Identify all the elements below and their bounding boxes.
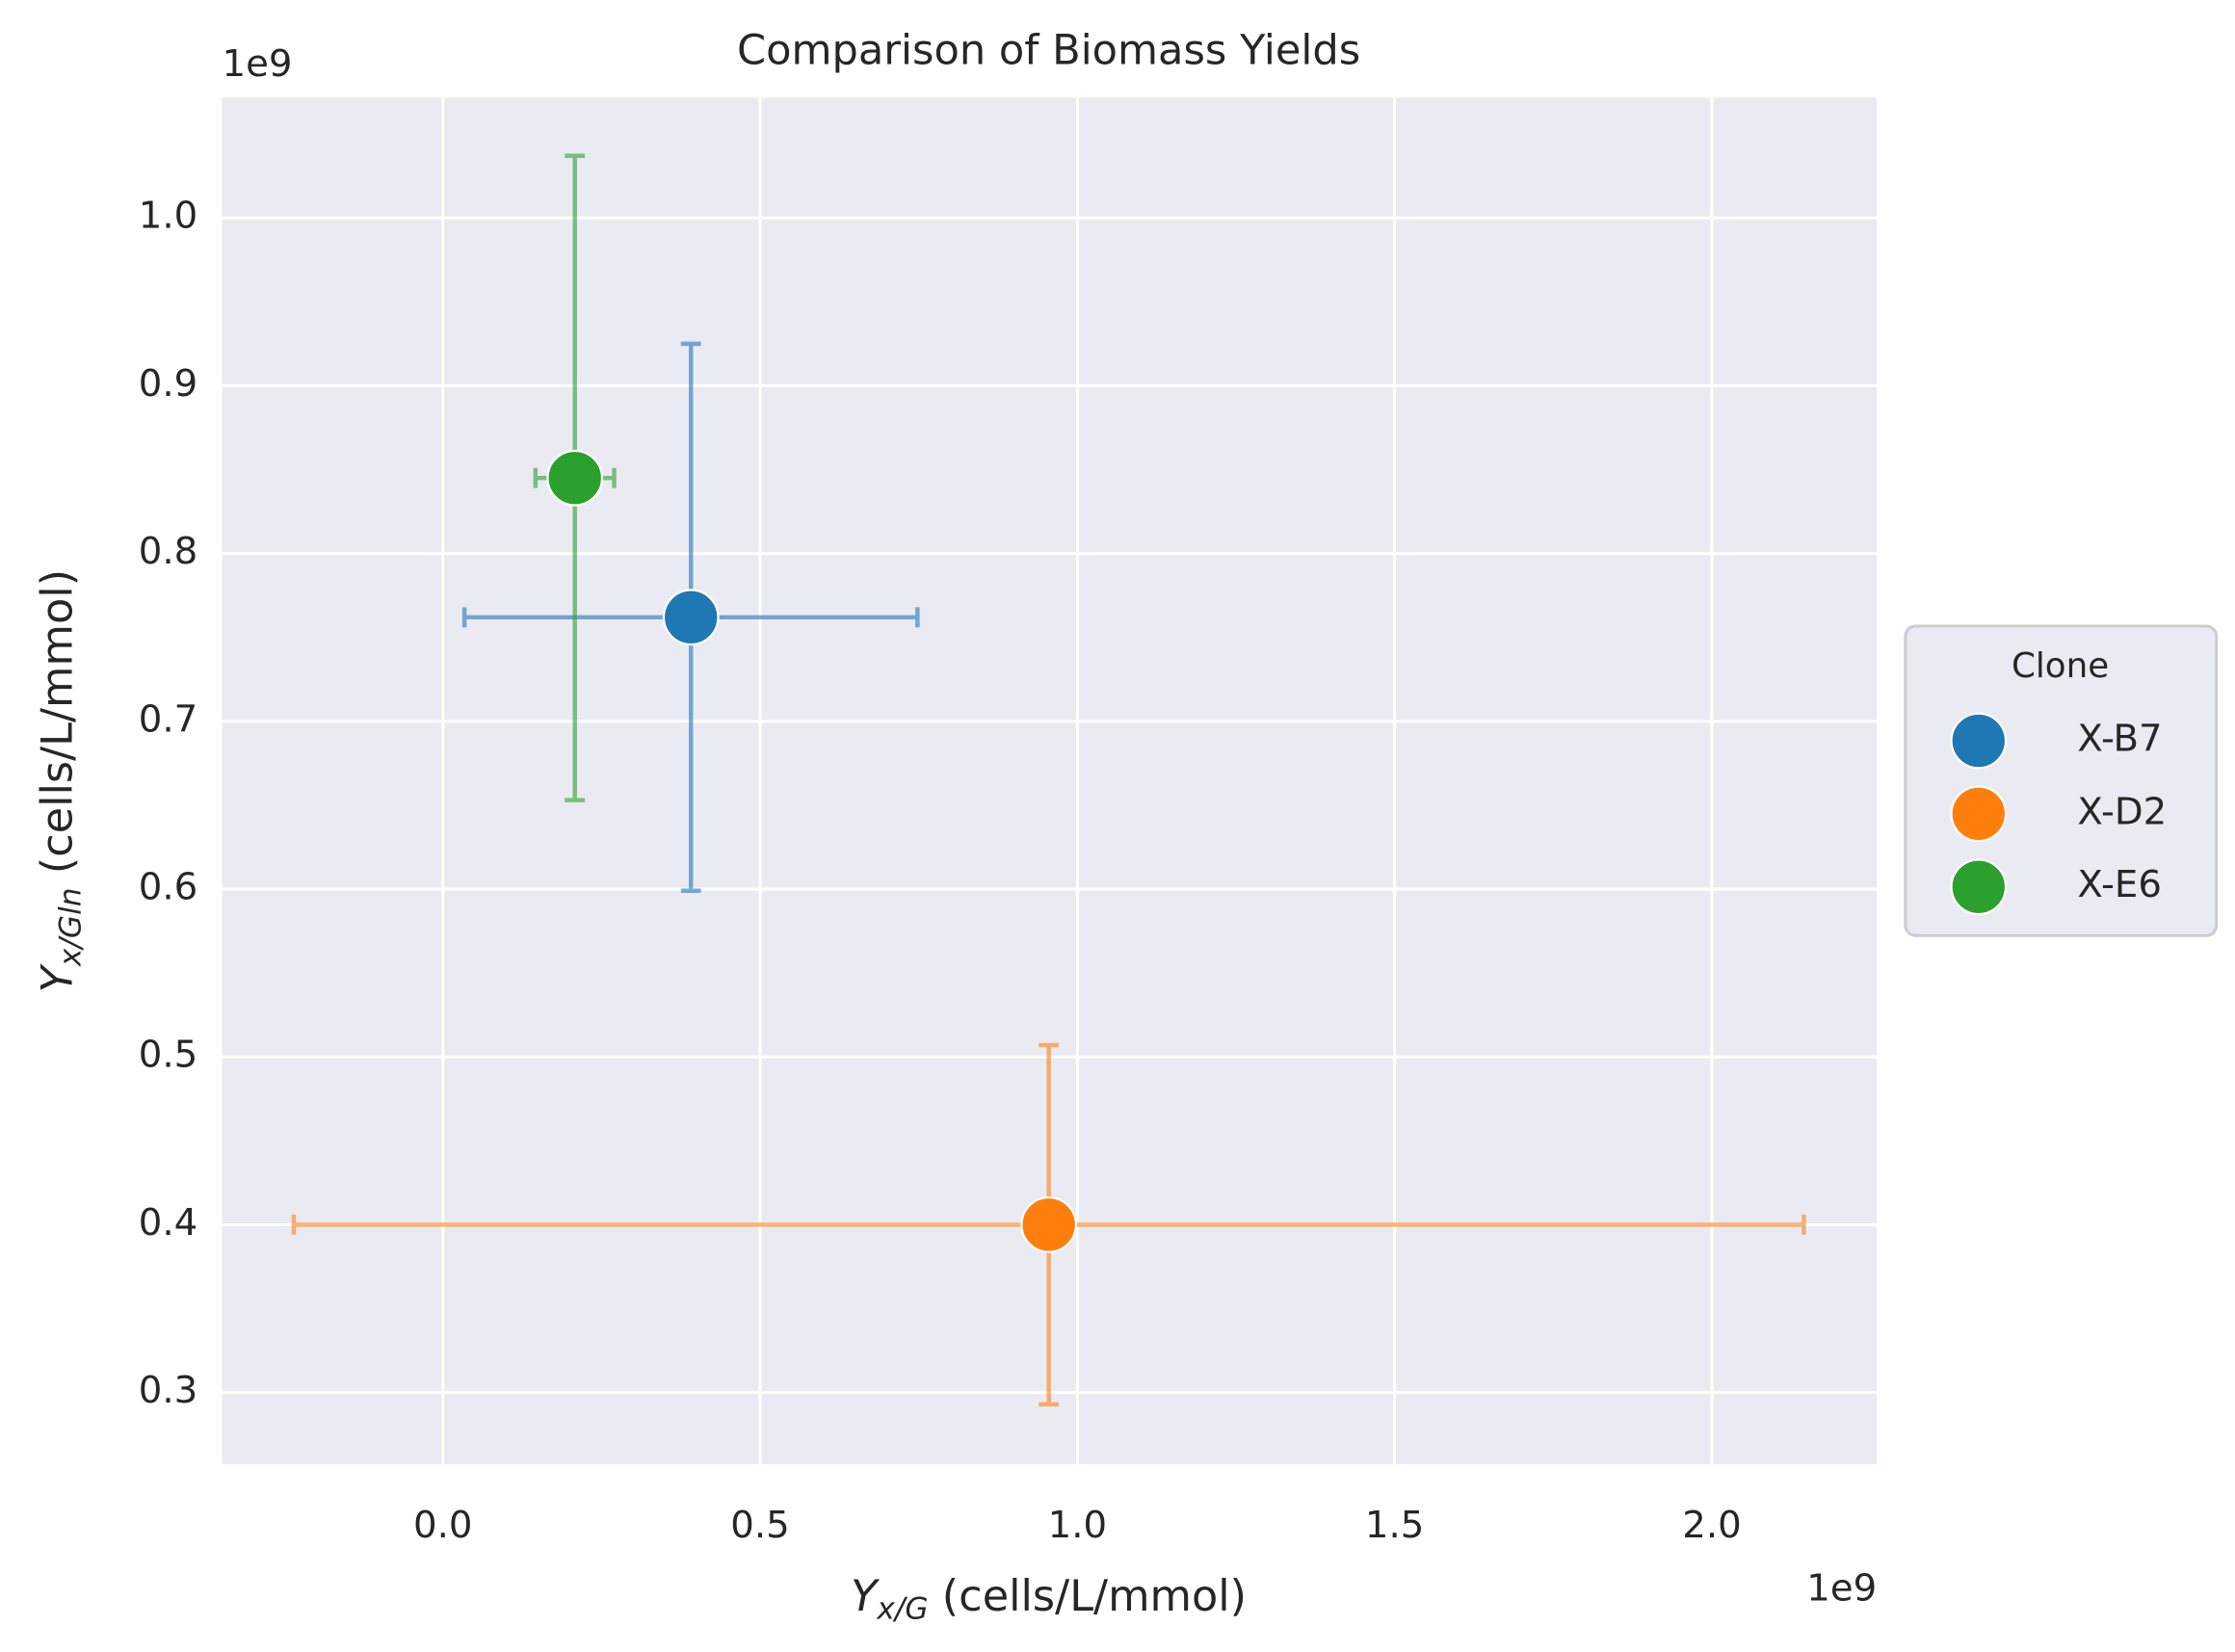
grid [222, 97, 1878, 1465]
x-axis-label: Yx/G (cells/L/mmol) [851, 1571, 1247, 1627]
x-tick-label: 1.5 [1365, 1504, 1424, 1547]
point [1020, 1196, 1078, 1253]
y-label-subscript: x/Gln [53, 887, 88, 967]
legend-marker [1950, 712, 2008, 770]
y-axis-label: Yx/Gln (cells/L/mmol) [32, 569, 88, 992]
legend-title: Clone [2012, 646, 2109, 686]
marks [291, 153, 1806, 1407]
legend-marker [1950, 858, 2008, 916]
y-offset: 1e9 [223, 42, 293, 86]
x-offset: 1e9 [1806, 1566, 1877, 1610]
y-tick-label: 0.5 [139, 1034, 197, 1077]
x-tick-label: 0.0 [413, 1504, 472, 1547]
point [662, 589, 720, 646]
legend-marker [1950, 785, 2008, 843]
chart-title: Comparison of Biomass Yields [737, 27, 1360, 75]
y-tick-label: 0.9 [139, 362, 197, 406]
legend-box [1904, 624, 2219, 937]
x-tick-label: 1.0 [1048, 1504, 1107, 1547]
y-tick-label: 0.8 [139, 530, 197, 573]
error-bars [291, 153, 1806, 1407]
legend-label: X-B7 [2077, 718, 2162, 761]
y-tick-label: 0.7 [139, 697, 197, 741]
y-tick-label: 0.3 [139, 1369, 197, 1412]
y-tick-label: 0.6 [139, 866, 197, 909]
y-tick-label: 1.0 [139, 195, 197, 238]
x-label-subscript: x/G [876, 1592, 928, 1627]
x-label-rest: (cells/L/mmol) [929, 1571, 1248, 1621]
x-label-symbol: Y [851, 1571, 881, 1621]
x-tick-label: 2.0 [1682, 1504, 1741, 1547]
y-label-symbol: Y [32, 962, 82, 992]
legend-label: X-E6 [2077, 863, 2162, 906]
points [546, 449, 1078, 1253]
y-tick-label: 0.4 [139, 1201, 197, 1245]
y-label-rest: (cells/L/mmol) [32, 569, 82, 888]
legend: Clone X-B7 X-D2 X-E6 [1904, 624, 2219, 937]
legend-label: X-D2 [2077, 790, 2167, 833]
point [546, 449, 604, 507]
x-tick-label: 0.5 [730, 1504, 789, 1547]
